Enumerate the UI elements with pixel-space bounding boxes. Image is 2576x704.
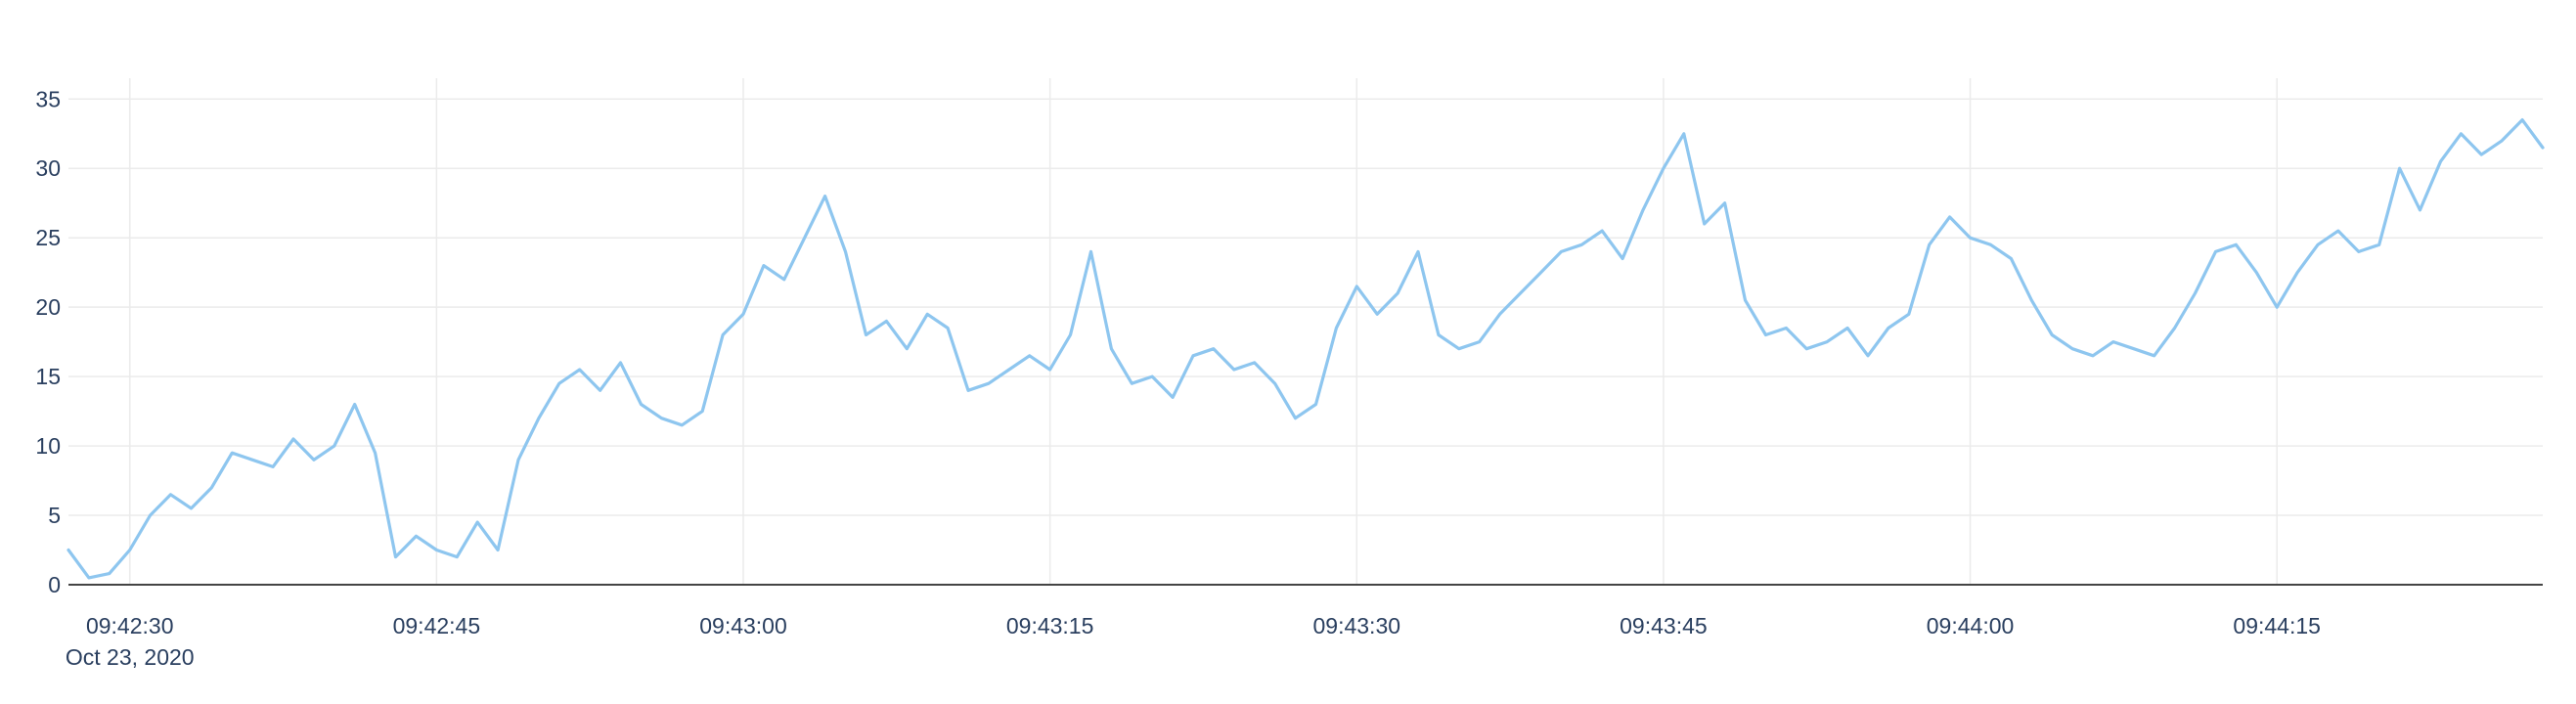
tick-labels: 0 5 10 15 20 25 30 35 09:42:30 09:42:45 09:43:00 09… [35, 86, 2321, 670]
x-tick-label: 09:42:45 [393, 613, 481, 638]
x-tick-label: 09:44:00 [1927, 613, 2015, 638]
y-tick-label: 20 [35, 294, 61, 320]
y-tick-label: 30 [35, 155, 61, 181]
x-tick-label: 09:43:30 [1313, 613, 1401, 638]
x-axis-date-label: Oct 23, 2020 [66, 644, 195, 670]
y-tick-label: 10 [35, 433, 61, 459]
grid [68, 78, 2543, 585]
series-line [67, 118, 2545, 580]
x-tick-label: 09:43:15 [1006, 613, 1094, 638]
y-tick-label: 0 [48, 572, 61, 597]
x-tick-label: 09:44:15 [2233, 613, 2321, 638]
x-tick-label: 09:42:30 [86, 613, 174, 638]
y-tick-label: 25 [35, 225, 61, 250]
y-tick-label: 35 [35, 86, 61, 111]
series-layer [67, 118, 2545, 580]
x-tick-label: 09:43:45 [1620, 613, 1708, 638]
y-tick-label: 15 [35, 364, 61, 389]
x-tick-label: 09:43:00 [699, 613, 787, 638]
y-tick-label: 5 [48, 503, 61, 528]
